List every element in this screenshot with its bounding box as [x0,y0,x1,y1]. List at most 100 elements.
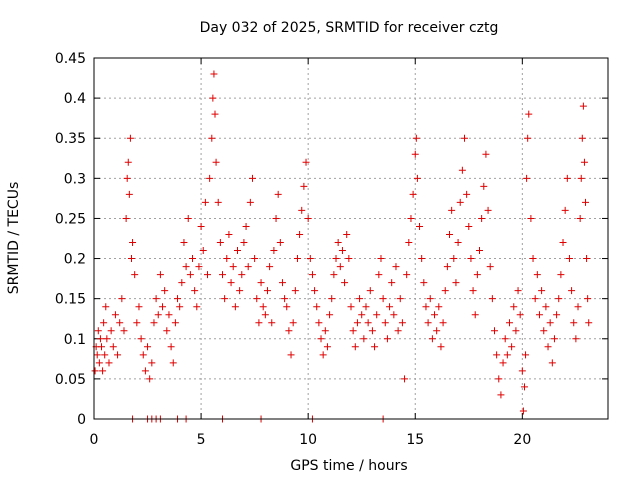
data-point [285,327,293,335]
data-point [377,255,385,263]
grid-lines [94,58,608,419]
data-point [343,230,351,238]
data-point [161,287,169,295]
data-point [383,335,391,343]
data-point [482,150,490,158]
data-point [514,287,522,295]
data-point [204,271,212,279]
data-point [114,351,122,359]
x-tick-label: 5 [197,432,206,448]
data-point [227,279,235,287]
data-point [516,311,524,319]
data-point [503,351,511,359]
data-point [240,239,248,247]
data-point [388,279,396,287]
data-point [302,158,310,166]
x-axis-label: GPS time / hours [290,458,407,474]
data-point [321,327,329,335]
data-point [508,343,516,351]
plot-frame [93,57,609,420]
data-point [403,271,411,279]
data-point [135,303,143,311]
data-point [544,343,552,351]
data-point [272,214,280,222]
data-point [390,311,398,319]
data-point [435,303,443,311]
data-point [223,255,231,263]
data-point [276,239,284,247]
data-point [529,255,537,263]
data-point [323,343,331,351]
data-point [422,303,430,311]
data-point [152,295,160,303]
data-point [306,255,314,263]
data-point [231,303,239,311]
data-point [109,343,117,351]
data-point [268,319,276,327]
data-point [244,263,252,271]
data-point [407,214,415,222]
data-point [311,287,319,295]
data-point [308,271,316,279]
data-point [523,174,531,182]
data-point [555,295,563,303]
data-point [439,319,447,327]
data-point [91,367,99,375]
data-point [437,343,445,351]
data-point [553,311,561,319]
data-point [159,303,167,311]
data-point [341,279,349,287]
data-point [345,255,353,263]
data-point [563,174,571,182]
y-axis-label: SRMTID / TECUs [6,182,22,295]
data-point [579,102,587,110]
data-point [368,327,376,335]
y-tick-label: 0.4 [64,91,86,107]
y-tick-label: 0.2 [64,252,86,268]
data-point [107,327,115,335]
data-point [548,359,556,367]
data-point [122,214,130,222]
x-tick-label: 10 [299,432,317,448]
data-point [471,311,479,319]
x-tick-label: 15 [406,432,424,448]
data-point [304,214,312,222]
data-point [208,134,216,142]
data-point [576,214,584,222]
data-point [197,222,205,230]
data-point [263,287,271,295]
data-point [416,222,424,230]
data-point [418,255,426,263]
data-point [546,319,554,327]
data-point [463,190,471,198]
data-point [401,375,409,383]
data-point [253,295,261,303]
data-point [293,255,301,263]
chart-title: Day 032 of 2025, SRMTID for receiver czt… [200,20,499,36]
data-point [199,247,207,255]
data-point [296,230,304,238]
data-point [102,303,110,311]
data-point [371,343,379,351]
data-point [330,271,338,279]
data-point [189,255,197,263]
data-point [278,279,286,287]
data-point [212,158,220,166]
data-point [559,239,567,247]
data-point [561,206,569,214]
data-point [105,359,113,367]
data-point [505,319,513,327]
data-point [358,311,366,319]
data-point [493,351,501,359]
data-point [522,351,530,359]
data-point [123,174,131,182]
data-point [283,303,291,311]
data-point [568,287,576,295]
data-point [154,311,162,319]
data-point [499,359,507,367]
data-point [315,319,323,327]
data-point [465,222,473,230]
data-point [392,263,400,271]
data-point [281,295,289,303]
data-point [538,287,546,295]
